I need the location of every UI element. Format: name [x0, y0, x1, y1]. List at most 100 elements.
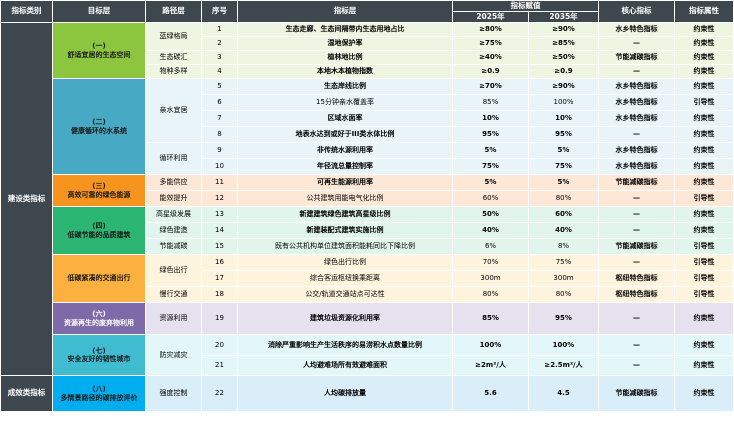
path-cell: 物种多样	[145, 64, 202, 79]
value-2025: 95%	[452, 126, 529, 143]
indicator-cell: 综合客运枢纽换乘距离	[237, 270, 453, 287]
row-number: 15	[201, 238, 238, 255]
indicator-attribute: 引导性	[674, 190, 734, 207]
indicator-attribute: 约束性	[674, 78, 734, 95]
header-target: 目标层	[52, 0, 146, 23]
header-category: 指标类别	[0, 0, 53, 23]
table-row: (三) 高效可靠的绿色能源 多能供应 11 可再生能源利用率 5% 5% 节能减碳指标 约束性	[1, 174, 734, 207]
indicator-cell: 湿地保护率	[237, 36, 453, 51]
core-indicator: 枢纽特色指标	[598, 270, 675, 287]
row-number: 18	[201, 286, 238, 303]
target-cell: (六) 资源再生的废弃物利用	[52, 302, 146, 335]
value-2025: 5%	[452, 142, 529, 159]
core-indicator: —	[598, 36, 675, 51]
value-2035: ≥50%	[528, 50, 599, 65]
path-cell: 绿色建造	[145, 222, 202, 239]
core-indicator: —	[598, 64, 675, 79]
header-no: 序号	[201, 0, 238, 23]
core-indicator: —	[598, 222, 675, 239]
indicator-attribute: 约束性	[674, 126, 734, 143]
row-number: 20	[201, 334, 238, 356]
table-row: 21 人均避难场所有效避难面积 ≥2m²/人 ≥2.5m²/人 — 约束性	[1, 355, 734, 376]
value-2025: ≥75%	[452, 36, 529, 51]
value-2035: ≥2.5m²/人	[528, 355, 599, 376]
value-2035: 5%	[528, 142, 599, 159]
indicator-attribute: 约束性	[674, 158, 734, 175]
core-indicator: 水乡特色指标	[598, 22, 675, 37]
table-row: (二) 健康循环的水系统 亲水宜居 5 生态岸线比例 ≥70% ≥90% 水乡特色指标 约束性	[1, 78, 734, 175]
value-2025: ≥40%	[452, 50, 529, 65]
indicator-attribute: 约束性	[674, 36, 734, 51]
table-row: (七) 安全友好的韧性城市 防灾减灾 20 消除严重影响生产生活秩序的易涝积水点数量比例…	[1, 334, 734, 376]
core-indicator: 枢纽特色指标	[598, 286, 675, 303]
indicator-cell: 公交/轨道交通站点可达性	[237, 286, 453, 303]
indicator-cell: 公共建筑用能电气化比例	[237, 190, 453, 207]
value-2025: 100%	[452, 334, 529, 356]
indicator-cell: 人均避难场所有效避难面积	[237, 355, 453, 376]
row-number: 17	[201, 270, 238, 287]
header-indicator: 指标层	[237, 0, 453, 23]
indicator-cell: 新建建筑绿色建筑高星级比例	[237, 206, 453, 223]
table-row: 节能减碳 15 既有公共机构单位建筑面积能耗同比下降比例 6% 8% 节能减碳指标 引导性	[1, 238, 734, 255]
header-2025: 2025年	[452, 11, 529, 23]
indicator-cell: 本地木本植物指数	[237, 64, 453, 79]
indicator-attribute: 约束性	[674, 22, 734, 37]
header-core: 核心指标	[598, 0, 675, 23]
table-row: 成效类指标 (八) 多情景路径的碳排放评价 强度控制 22 人均碳排放量 5.6 4.5 节能减…	[0, 375, 734, 412]
table-row: 循环利用 9 非传统水源利用率 5% 5% 水乡特色指标 约束性	[1, 142, 734, 175]
value-2025: 50%	[452, 206, 529, 223]
indicator-cell: 绿色出行比例	[237, 254, 453, 271]
value-2025: 80%	[452, 286, 529, 303]
table-row: 低碳紧凑的交通出行 绿色出行 16 绿色出行比例 70% 75% — 引导性	[1, 254, 734, 303]
value-2025: ≥2m²/人	[452, 355, 529, 376]
path-cell: 慢行交通	[145, 286, 202, 303]
core-indicator: 水乡特色指标	[598, 94, 675, 111]
value-2035: 8%	[528, 238, 599, 255]
indicator-attribute: 约束性	[674, 222, 734, 239]
indicator-cell: 非传统水源利用率	[237, 142, 453, 159]
indicator-attribute: 约束性	[674, 50, 734, 65]
value-2035: ≥90%	[528, 78, 599, 95]
path-cell: 生态碳汇	[145, 50, 202, 65]
target-cell: (一) 舒适宜居的生态空间	[52, 22, 146, 79]
row-number: 1	[201, 22, 238, 37]
row-number: 9	[201, 142, 238, 159]
value-2035: 60%	[528, 206, 599, 223]
indicator-cell: 新建装配式建筑实施比例	[237, 222, 453, 239]
value-2035: 4.5	[528, 375, 599, 412]
table-row: 物种多样 4 本地木本植物指数 ≥0.9 ≥0.9— 约束性	[1, 64, 734, 79]
row-number: 12	[201, 190, 238, 207]
indicator-attribute: 引导性	[674, 238, 734, 255]
indicator-attribute: 引导性	[674, 254, 734, 271]
core-indicator: 水乡特色指标	[598, 78, 675, 95]
value-2035: 300m	[528, 270, 599, 287]
row-number: 21	[201, 355, 238, 376]
path-cell: 防灾减灾	[145, 334, 202, 376]
value-2035: 80%	[528, 286, 599, 303]
path-cell: 绿色出行	[145, 254, 202, 287]
target-cell: (二) 健康循环的水系统	[52, 78, 146, 175]
indicator-attribute: 约束性	[674, 64, 734, 79]
row-number: 10	[201, 158, 238, 175]
category-cell: 成效类指标	[0, 375, 53, 412]
indicator-attribute: 引导性	[674, 270, 734, 287]
core-indicator: 节能减碳指标	[598, 174, 675, 191]
indicator-attribute: 约束性	[674, 174, 734, 191]
value-2035: 40%	[528, 222, 599, 239]
indicator-attribute: 约束性	[674, 302, 734, 335]
indicator-attribute: 约束性	[674, 206, 734, 223]
core-indicator: —	[598, 254, 675, 271]
core-indicator: —	[598, 190, 675, 207]
value-2025: 5.6	[452, 375, 529, 412]
table-body: 建设类指标 (一) 舒适宜居的生态空间 蓝绿格局 1 生态走廊、生态间隔带内生态用地占比 ≥…	[0, 22, 734, 412]
core-indicator: —	[598, 302, 675, 335]
table-row: 6 15分钟亲水覆盖率 85% 100% 水乡特色指标 引导性	[1, 94, 734, 111]
indicator-attribute: 约束性	[674, 142, 734, 159]
value-2025: 10%	[452, 110, 529, 127]
indicator-cell: 既有公共机构单位建筑面积能耗同比下降比例	[237, 238, 453, 255]
core-indicator: —	[598, 206, 675, 223]
value-2025: 70%	[452, 254, 529, 271]
target-cell: (七) 安全友好的韧性城市	[52, 334, 146, 376]
indicator-cell: 生态岸线比例	[237, 78, 453, 95]
path-cell: 循环利用	[145, 142, 202, 175]
